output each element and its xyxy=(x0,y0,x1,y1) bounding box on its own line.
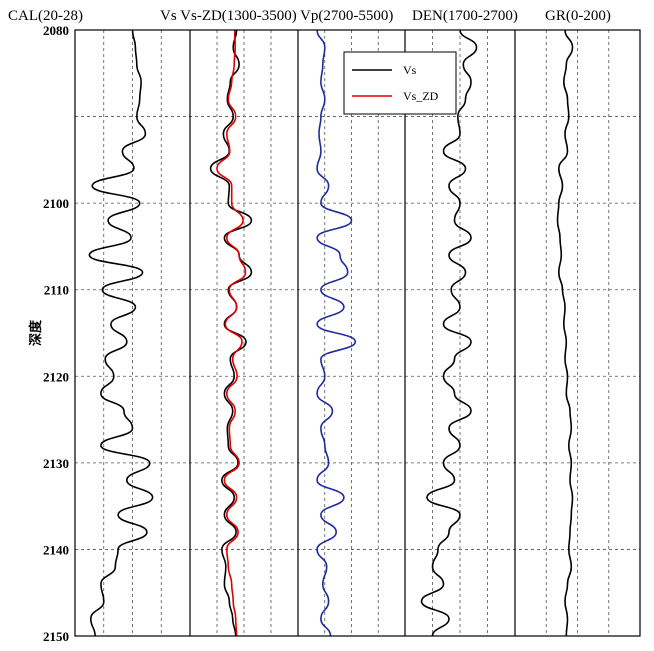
track-title: GR(0-200) xyxy=(545,8,611,24)
depth-tick-label: 2080 xyxy=(43,23,69,38)
legend-label-vs-zd: Vs_ZD xyxy=(403,89,439,103)
depth-tick-label: 2130 xyxy=(43,456,69,471)
series-layer xyxy=(88,29,574,637)
track-title: DEN(1700-2700) xyxy=(412,8,518,24)
legend-label-vs: Vs xyxy=(403,63,417,77)
depth-tick-label: 2120 xyxy=(43,369,69,384)
track-title: Vs Vs-ZD(1300-3500) xyxy=(160,8,297,24)
series-line-track4-1 xyxy=(420,29,478,637)
track-titles: CAL(20-28) Vs Vs-ZD(1300-3500) Vp(2700-550… xyxy=(8,8,611,24)
legend-box xyxy=(343,51,457,115)
grid-layer xyxy=(75,30,640,636)
y-axis-label: 深度 xyxy=(28,319,43,346)
series-line-track1-1 xyxy=(88,29,154,637)
plot-frame xyxy=(74,29,641,637)
series-line-track3-1 xyxy=(316,29,357,637)
series-line-track5-1 xyxy=(556,29,574,637)
legend: Vs Vs_ZD xyxy=(343,51,457,115)
series-line-track2-2 xyxy=(216,29,247,637)
depth-tick-label: 2140 xyxy=(43,542,69,557)
track-title: Vp(2700-5500) xyxy=(300,8,393,24)
depth-tick-label: 2100 xyxy=(43,196,69,211)
depth-ticks: 2080 2100 2110 2120 2130 2140 2150 xyxy=(43,23,69,644)
depth-tick-label: 2150 xyxy=(43,629,69,644)
track-title: CAL(20-28) xyxy=(8,8,83,24)
depth-tick-label: 2110 xyxy=(44,283,69,298)
